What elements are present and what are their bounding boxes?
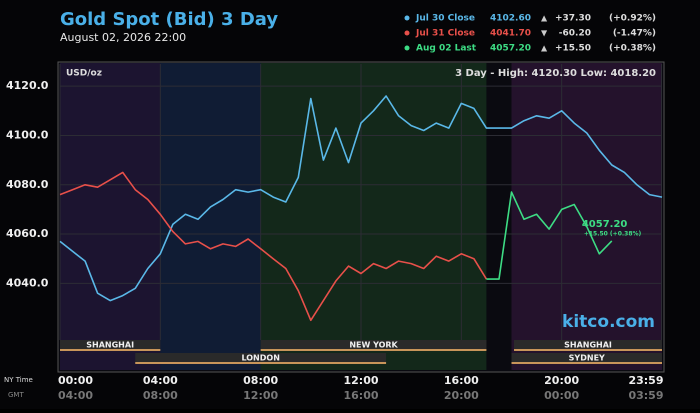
y-tick-label: 4080.0 bbox=[6, 178, 49, 191]
x-tick-label: 20:00 bbox=[544, 374, 579, 387]
lines bbox=[59, 95, 663, 322]
session-label: LONDON bbox=[241, 354, 279, 363]
session-label: NEW YORK bbox=[349, 341, 398, 350]
legend-value: 4041.70 bbox=[490, 29, 531, 39]
legend-arrow: ▲ bbox=[541, 44, 548, 53]
gmt-tick-label: 12:00 bbox=[243, 389, 278, 402]
x-tick-label: 23:59 bbox=[628, 374, 663, 387]
session-band bbox=[60, 63, 161, 370]
y-tick-label: 4040.0 bbox=[6, 276, 49, 289]
legend-label: Jul 31 Close bbox=[415, 29, 475, 39]
chart-subtitle: August 02, 2026 22:00 bbox=[60, 31, 186, 44]
gmt-tick-label: 16:00 bbox=[343, 389, 378, 402]
session-bar bbox=[514, 340, 662, 350]
legend-label: Jul 30 Close bbox=[415, 14, 475, 24]
unit-label: USD/oz bbox=[66, 69, 102, 79]
legend-arrow: ▲ bbox=[541, 14, 548, 23]
session-label: SHANGHAI bbox=[564, 341, 612, 350]
gmt-tick-label: 08:00 bbox=[143, 389, 178, 402]
session-band bbox=[511, 63, 662, 370]
legend-value: 4057.20 bbox=[490, 44, 531, 54]
series-line bbox=[59, 171, 488, 322]
annotation: 4057.20 bbox=[582, 219, 628, 230]
legend-change: -60.20 bbox=[559, 29, 591, 39]
x-tick-label: 04:00 bbox=[143, 374, 178, 387]
legend-change: +37.30 bbox=[555, 14, 591, 24]
legend-percent: (-1.47%) bbox=[613, 29, 656, 39]
gmt-row-label: GMT bbox=[8, 391, 24, 399]
gmt-tick-label: 20:00 bbox=[444, 389, 479, 402]
series-line bbox=[486, 191, 613, 280]
session-bar bbox=[60, 340, 161, 350]
y-tick-label: 4060.0 bbox=[6, 227, 49, 240]
labels: LONDON SHANGHAI NEW YORK SHANGHAI SYDNEY 4040… bbox=[6, 14, 663, 403]
legend-change: +15.50 bbox=[555, 44, 591, 54]
x-tick-label: 12:00 bbox=[343, 374, 378, 387]
session-label: SHANGHAI bbox=[86, 341, 134, 350]
x-tick-label: 16:00 bbox=[444, 374, 479, 387]
x-tick-label: 00:00 bbox=[58, 374, 93, 387]
grid bbox=[59, 64, 662, 340]
x-row-label: NY Time bbox=[4, 376, 33, 384]
legend-arrow: ▼ bbox=[541, 29, 548, 38]
y-tick-label: 4120.0 bbox=[6, 79, 49, 92]
legend-marker bbox=[404, 15, 410, 21]
legend-label: Aug 02 Last bbox=[416, 44, 477, 54]
session-label: SYDNEY bbox=[569, 354, 605, 363]
chart-title: Gold Spot (Bid) 3 Day bbox=[60, 9, 278, 30]
y-tick-label: 4100.0 bbox=[6, 128, 49, 141]
legend-percent: (+0.92%) bbox=[609, 14, 656, 24]
watermark: kitco.com bbox=[562, 312, 655, 332]
session-bar bbox=[511, 353, 662, 363]
session-band bbox=[260, 63, 487, 370]
session-shading bbox=[60, 63, 662, 370]
legend-value: 4102.60 bbox=[490, 14, 531, 24]
annotation: +15.50 (+0.38%) bbox=[584, 230, 642, 237]
session-bar bbox=[135, 353, 387, 363]
gmt-tick-label: 03:59 bbox=[628, 389, 663, 402]
session-bar bbox=[260, 340, 487, 350]
gmt-tick-label: 00:00 bbox=[544, 389, 579, 402]
legend-percent: (+0.38%) bbox=[609, 44, 656, 54]
gmt-tick-label: 04:00 bbox=[58, 389, 93, 402]
x-tick-label: 08:00 bbox=[243, 374, 278, 387]
legend-marker bbox=[404, 45, 410, 51]
legend-marker bbox=[404, 30, 410, 36]
range-label: 3 Day - High: 4120.30 Low: 4018.20 bbox=[455, 68, 656, 79]
series-line bbox=[59, 95, 663, 302]
